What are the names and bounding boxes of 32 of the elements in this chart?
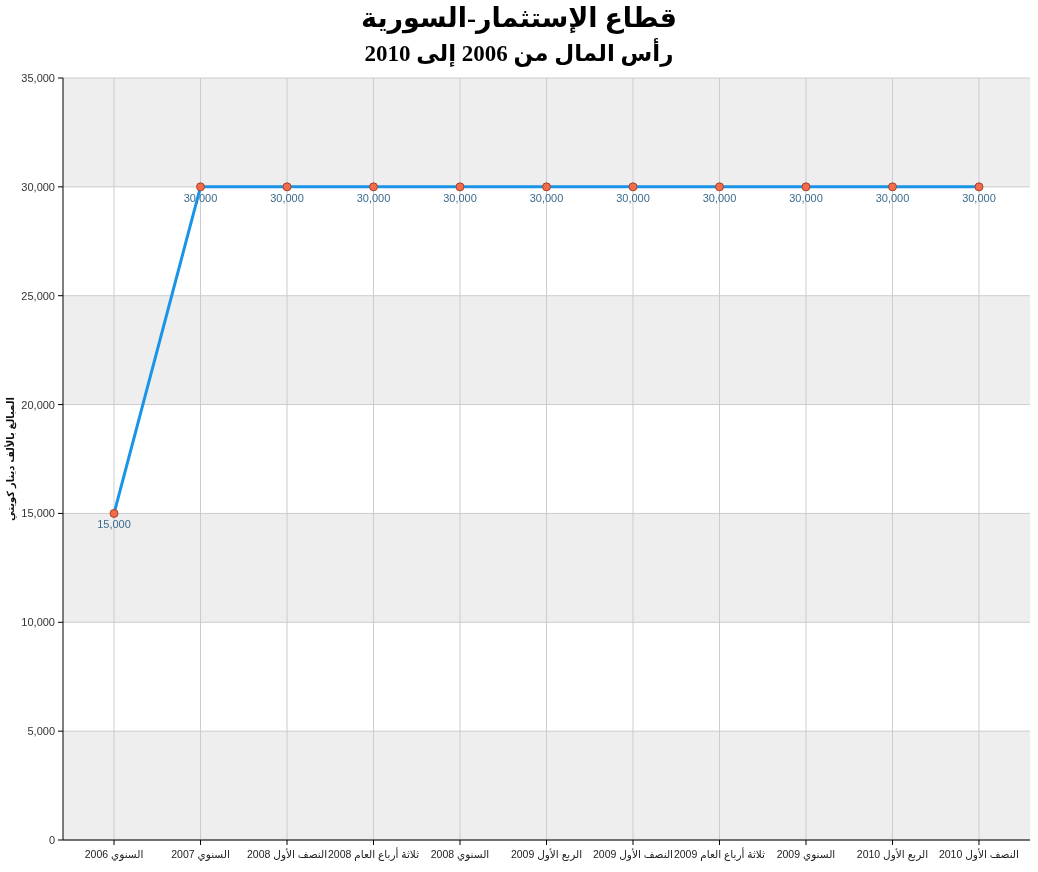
x-tick-label: النصف الأول 2010 — [938, 848, 1019, 861]
y-tick-label: 0 — [48, 834, 55, 846]
x-tick-label: السنوي 2006 — [84, 848, 144, 861]
data-label: 30,000 — [270, 191, 304, 204]
chart-title: قطاع الإستثمار-السورية — [361, 3, 677, 34]
x-tick-label: النصف الأول 2008 — [246, 848, 328, 861]
y-axis-title: المبالغ بالألف دينار كويتي — [4, 397, 17, 521]
data-label: 30,000 — [356, 191, 391, 204]
x-tick-label: السنوي 2007 — [171, 848, 230, 861]
data-label: 30,000 — [962, 191, 996, 204]
data-label: 30,000 — [789, 191, 823, 204]
x-tick-label: ثلاثة أرباع العام 2008 — [327, 847, 420, 861]
data-label: 30,000 — [616, 191, 650, 204]
y-tick-label: 5,000 — [27, 725, 55, 738]
data-label: 30,000 — [443, 191, 477, 204]
y-tick-label: 30,000 — [21, 180, 55, 193]
y-tick-label: 20,000 — [21, 398, 55, 411]
x-tick-label: الربع الأول 2010 — [856, 848, 929, 861]
chart-subtitle: رأس المال من 2006 إلى 2010 — [364, 37, 674, 67]
data-label: 30,000 — [529, 191, 564, 204]
x-tick-label: ثلاثة أرباع العام 2009 — [673, 847, 766, 861]
y-tick-label: 10,000 — [21, 616, 55, 629]
data-label: 15,000 — [97, 518, 131, 531]
y-tick-label: 25,000 — [21, 289, 55, 302]
x-tick-label: النصف الأول 2009 — [592, 848, 674, 861]
x-tick-label: السنوي 2008 — [430, 848, 490, 861]
x-tick-label: السنوي 2009 — [776, 848, 836, 861]
y-tick-label: 35,000 — [21, 72, 55, 84]
x-tick-label: الربع الأول 2009 — [510, 848, 583, 861]
data-label: 30,000 — [702, 191, 737, 204]
data-label: 30,000 — [875, 191, 910, 204]
y-tick-label: 15,000 — [21, 507, 55, 520]
